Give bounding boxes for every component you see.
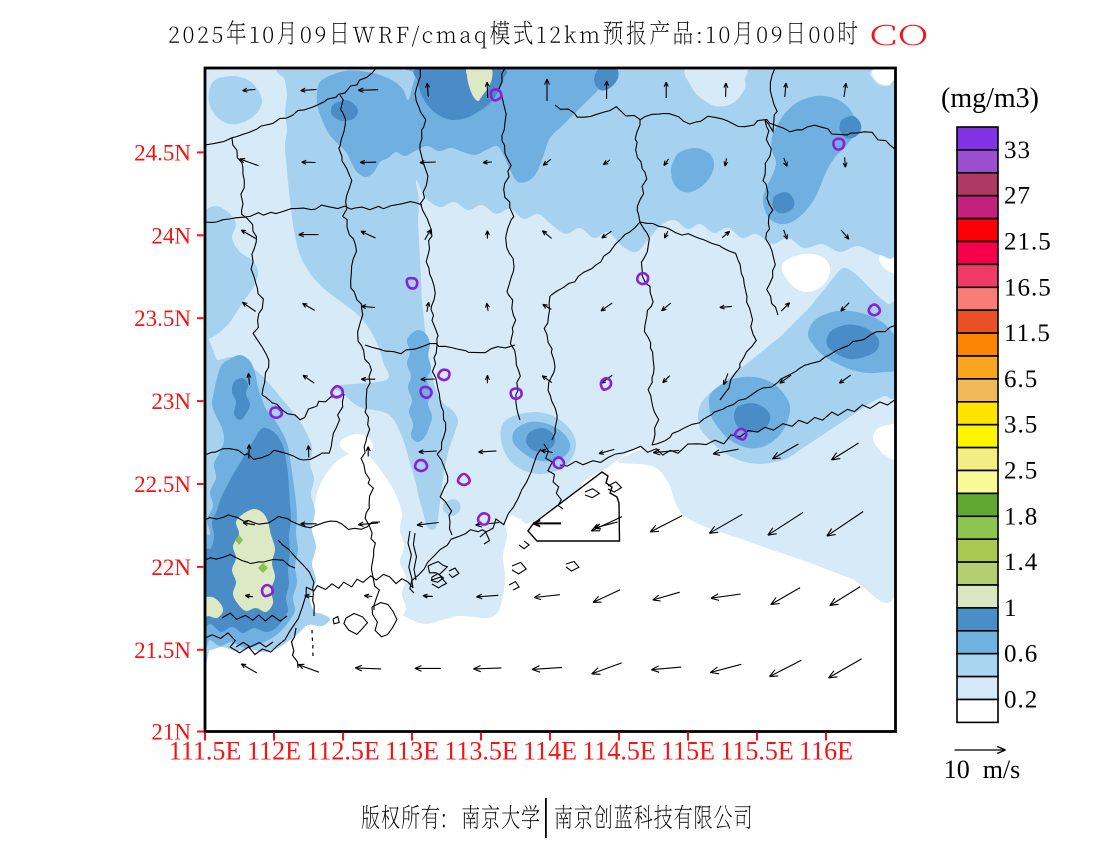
svg-text:116E: 116E bbox=[799, 737, 853, 766]
svg-text:3.5: 3.5 bbox=[1004, 412, 1038, 439]
svg-text:22N: 22N bbox=[151, 555, 191, 580]
svg-text:24N: 24N bbox=[151, 223, 191, 248]
svg-text:114E: 114E bbox=[523, 737, 577, 766]
svg-text:23N: 23N bbox=[151, 389, 191, 414]
svg-text:112E: 112E bbox=[247, 737, 301, 766]
svg-text:21.5N: 21.5N bbox=[134, 638, 191, 663]
svg-text:1.8: 1.8 bbox=[1004, 503, 1038, 530]
svg-text:(mg/m3): (mg/m3) bbox=[941, 83, 1039, 114]
svg-text:16.5: 16.5 bbox=[1004, 274, 1052, 301]
svg-text:10 m/s: 10 m/s bbox=[944, 755, 1021, 784]
svg-text:6.5: 6.5 bbox=[1004, 366, 1038, 393]
svg-text:115.5E: 115.5E bbox=[720, 737, 793, 766]
svg-text:1: 1 bbox=[1004, 595, 1018, 622]
svg-text:33: 33 bbox=[1004, 137, 1031, 164]
svg-text:21.5: 21.5 bbox=[1004, 229, 1052, 256]
svg-text:114.5E: 114.5E bbox=[582, 737, 655, 766]
svg-text:1.4: 1.4 bbox=[1004, 549, 1038, 576]
svg-text:11.5: 11.5 bbox=[1004, 320, 1051, 347]
svg-text:2.5: 2.5 bbox=[1004, 458, 1038, 485]
svg-text:113E: 113E bbox=[385, 737, 439, 766]
svg-text:23.5N: 23.5N bbox=[134, 306, 191, 331]
svg-text:21N: 21N bbox=[151, 720, 191, 745]
svg-text:0.6: 0.6 bbox=[1004, 641, 1038, 668]
svg-text:22.5N: 22.5N bbox=[134, 472, 191, 497]
svg-text:24.5N: 24.5N bbox=[134, 140, 191, 165]
svg-text:112.5E: 112.5E bbox=[306, 737, 379, 766]
svg-text:115E: 115E bbox=[661, 737, 715, 766]
svg-text:111.5E: 111.5E bbox=[169, 737, 241, 766]
svg-text:0.2: 0.2 bbox=[1004, 687, 1038, 714]
svg-text:27: 27 bbox=[1004, 183, 1031, 210]
svg-text:113.5E: 113.5E bbox=[444, 737, 517, 766]
